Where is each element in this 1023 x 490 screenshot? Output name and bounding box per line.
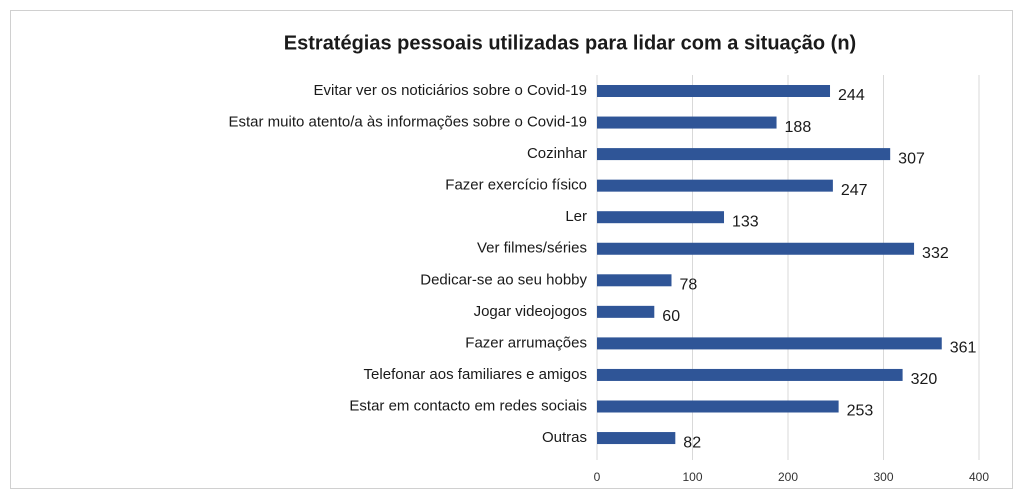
bar [597, 337, 942, 350]
value-label: 307 [898, 150, 925, 167]
x-tick-label: 400 [969, 470, 989, 484]
bar [597, 116, 777, 129]
bar [597, 400, 839, 413]
y-tick-label: Telefonar aos familiares e amigos [364, 366, 587, 383]
value-label: 320 [911, 371, 938, 388]
y-tick-label: Fazer arrumações [465, 334, 587, 351]
bar [597, 368, 903, 381]
y-tick-label: Cozinhar [527, 145, 587, 162]
bar [597, 274, 672, 287]
bar [597, 432, 676, 445]
bar [597, 148, 891, 161]
value-label: 361 [950, 340, 977, 357]
value-label: 244 [838, 87, 865, 104]
x-tick-label: 200 [778, 470, 798, 484]
bar [597, 242, 915, 255]
value-label: 188 [785, 119, 812, 136]
y-tick-label: Ler [565, 208, 587, 225]
y-tick-label: Fazer exercício físico [445, 177, 587, 194]
value-label: 82 [683, 434, 701, 451]
y-tick-label: Ver filmes/séries [477, 240, 587, 257]
y-tick-label: Outras [542, 429, 587, 446]
y-tick-label: Jogar videojogos [474, 303, 587, 320]
y-tick-label: Estar muito atento/a às informações sobr… [228, 114, 587, 131]
y-tick-label: Dedicar-se ao seu hobby [420, 271, 587, 288]
value-label: 253 [847, 403, 874, 420]
value-label: 60 [662, 308, 680, 325]
bar [597, 211, 725, 224]
value-label: 133 [732, 213, 759, 230]
value-label: 78 [679, 277, 697, 294]
bar [597, 305, 655, 318]
y-tick-label: Estar em contacto em redes sociais [349, 397, 587, 414]
bar [597, 179, 833, 192]
x-tick-label: 300 [873, 470, 893, 484]
y-tick-label: Evitar ver os noticiários sobre o Covid-… [314, 82, 587, 99]
bar [597, 85, 831, 97]
value-label: 332 [922, 245, 949, 262]
value-label: 247 [841, 182, 868, 199]
x-tick-label: 100 [682, 470, 702, 484]
chart-title: Estratégias pessoais utilizadas para lid… [284, 32, 856, 54]
x-tick-label: 0 [594, 470, 601, 484]
